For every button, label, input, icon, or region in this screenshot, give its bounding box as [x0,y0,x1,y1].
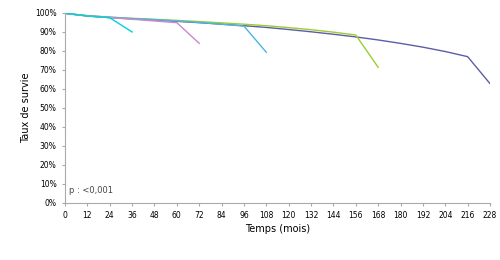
2006-2008 [106,16,112,19]
2001-2005 [174,19,180,22]
1996-2000 [196,21,202,24]
2009-2011 [84,14,90,17]
2012-2014 [62,12,68,15]
2006-2008 [62,12,68,15]
2001-2005 [129,17,135,20]
2001-2005 [353,34,359,37]
Y-axis label: Taux de survie: Taux de survie [21,73,31,143]
2006-2008 [174,20,180,23]
1996-2000 [286,28,292,31]
2009-2011 [62,12,68,15]
2001-2005 [218,21,224,24]
2001-2005 [196,20,202,23]
Line: 2012-2014: 2012-2014 [65,13,132,32]
Text: p : <0,001: p : <0,001 [69,186,113,195]
2006-2008 [84,14,90,17]
Line: 2006-2008: 2006-2008 [65,13,266,52]
2001-2005 [286,26,292,29]
1996-2000 [398,42,404,45]
2001-2005 [264,24,270,27]
2001-2005 [241,23,247,26]
2006-2008 [241,24,247,28]
2012-2014 [106,16,112,19]
2009-2011 [106,16,112,19]
1996-2000 [353,35,359,38]
1996-2000 [174,20,180,23]
2001-2005 [308,28,314,31]
1996-2000 [420,46,426,49]
2001-2005 [152,18,158,21]
2009-2011 [196,42,202,45]
1996-2000 [264,26,270,29]
1996-2000 [106,16,112,19]
2001-2005 [62,12,68,15]
1996-2000 [241,24,247,27]
1996-2000 [487,82,493,85]
1996-2000 [375,38,381,42]
1996-2000 [84,15,90,18]
2001-2005 [106,16,112,19]
2006-2008 [196,21,202,24]
2001-2005 [375,66,381,69]
2009-2011 [129,18,135,21]
1996-2000 [129,17,135,21]
2009-2011 [152,20,158,23]
Line: 1996-2000: 1996-2000 [65,13,490,84]
1996-2000 [218,23,224,26]
1996-2000 [152,18,158,22]
1996-2000 [464,55,470,58]
Line: 2009-2011: 2009-2011 [65,13,199,43]
2001-2005 [330,31,336,34]
X-axis label: Temps (mois): Temps (mois) [245,224,310,234]
2006-2008 [129,17,135,20]
2001-2005 [84,14,90,17]
2009-2011 [174,21,180,24]
1996-2000 [330,33,336,36]
1996-2000 [308,30,314,33]
1996-2000 [442,50,448,53]
2006-2008 [264,51,270,54]
Line: 2001-2005: 2001-2005 [65,13,378,67]
2006-2008 [152,18,158,21]
2012-2014 [129,30,135,34]
1996-2000 [62,12,68,15]
2012-2014 [84,15,90,18]
2006-2008 [218,23,224,26]
